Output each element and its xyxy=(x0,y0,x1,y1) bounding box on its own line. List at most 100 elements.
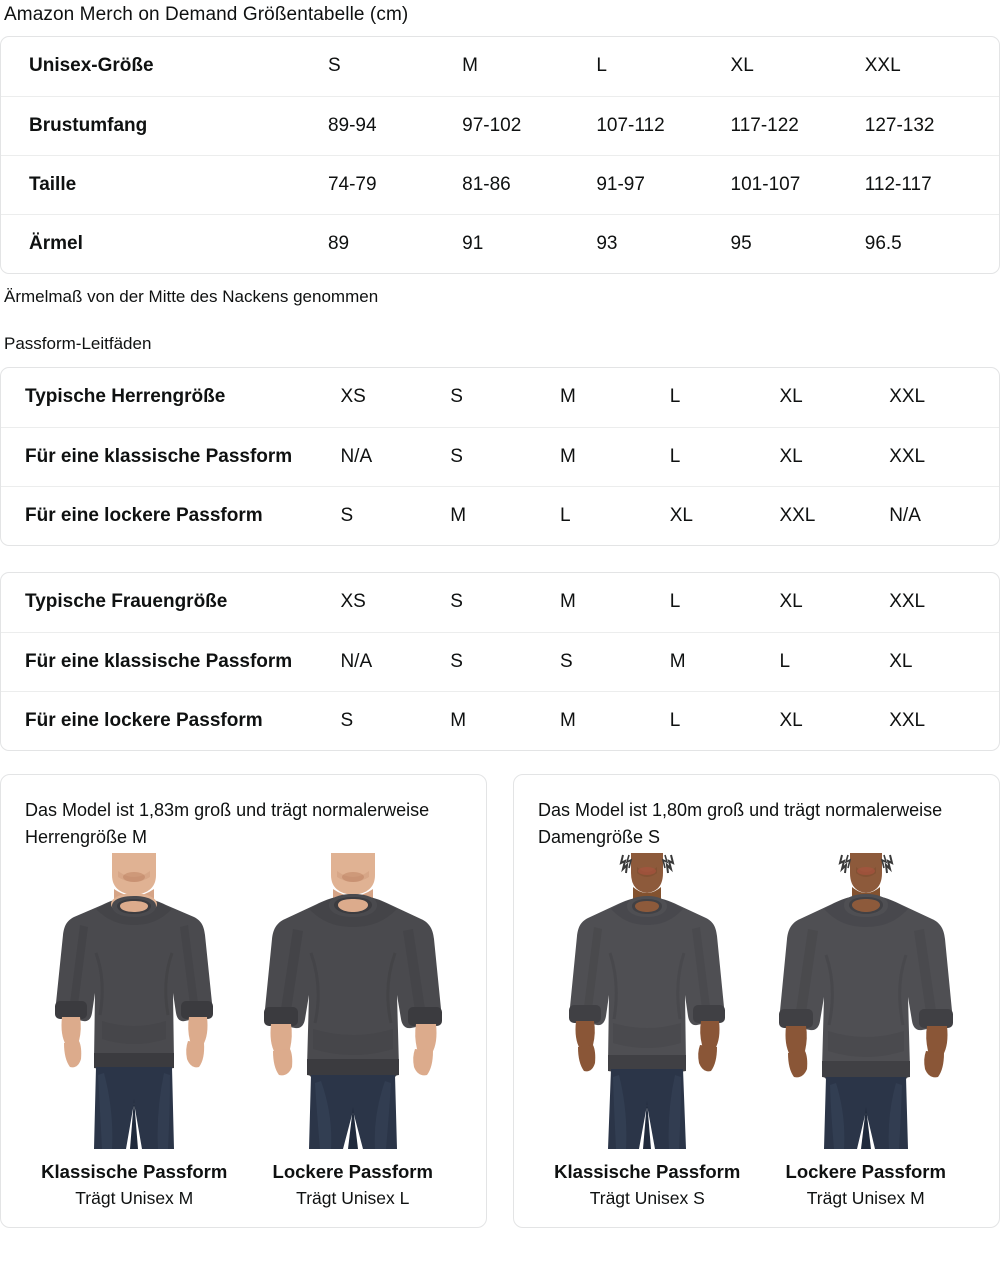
model-figures-male xyxy=(25,851,462,1149)
fit-wears-male-relaxed: Trägt Unisex L xyxy=(296,1188,410,1208)
fit-name-female-classic: Klassische Passform xyxy=(554,1161,741,1182)
page-title: Amazon Merch on Demand Größentabelle (cm… xyxy=(4,4,409,25)
female-relaxed-fit-illustration xyxy=(765,853,966,1149)
size-guide-page: Amazon Merch on Demand Größentabelle (cm… xyxy=(0,4,1000,1228)
size-chart-header-xl: XL xyxy=(730,55,754,77)
row-label-sleeve: Ärmel xyxy=(1,213,328,273)
womens-fit-table: Typische Frauengröße XS S M L XL XXL Für… xyxy=(1,573,999,750)
model-labels-male: Klassische Passform Trägt Unisex M Locke… xyxy=(25,1149,462,1211)
cell-womens-relaxed-4: L xyxy=(669,690,780,750)
fit-wears-male-classic: Trägt Unisex M xyxy=(75,1188,194,1208)
cell-waist-s: 74-79 xyxy=(327,154,463,214)
mens-fit-guide-card: Typische Herrengröße XS S M L XL XXL Für… xyxy=(0,367,1000,546)
row-label-mens-classic-fit: Für eine klassische Passform xyxy=(1,426,341,486)
size-chart-card: Unisex-Größe S M L XL XXL Brustumfang 89… xyxy=(0,36,1000,274)
cell-womens-relaxed-2: M xyxy=(450,690,560,750)
table-spacer xyxy=(0,546,1000,572)
model-caption-male: Das Model ist 1,83m groß und trägt norma… xyxy=(25,800,430,847)
model-caption-female: Das Model ist 1,80m groß und trägt norma… xyxy=(538,800,943,847)
cell-chest-l: 107-112 xyxy=(596,95,731,155)
size-chart-header-l: L xyxy=(596,55,607,77)
cell-mens-classic-2: S xyxy=(450,426,560,486)
cell-womens-classic-1: N/A xyxy=(340,631,451,691)
cell-womens-classic-4: M xyxy=(669,631,780,691)
model-labels-female: Klassische Passform Trägt Unisex S Locke… xyxy=(538,1149,975,1211)
cell-chest-m: 97-102 xyxy=(462,95,597,155)
size-chart-table: Unisex-Größe S M L XL XXL Brustumfang 89… xyxy=(1,37,999,273)
cell-womens-relaxed-6: XXL xyxy=(889,690,999,750)
fit-wears-female-relaxed: Trägt Unisex M xyxy=(806,1188,925,1208)
cell-mens-classic-3: M xyxy=(559,426,670,486)
figure-male-classic xyxy=(29,853,239,1149)
cell-chest-s: 89-94 xyxy=(327,95,463,155)
female-classic-fit-illustration xyxy=(547,853,748,1149)
cell-mens-relaxed-3: L xyxy=(559,485,670,545)
table-row: Typische Herrengröße XS S M L XL XXL xyxy=(1,368,999,427)
cell-mens-relaxed-5: XXL xyxy=(779,485,890,545)
mens-fit-body: Typische Herrengröße XS S M L XL XXL Für… xyxy=(1,368,999,545)
earring-left-icon xyxy=(619,854,633,874)
male-classic-fit-illustration xyxy=(34,853,235,1149)
cell-waist-l: 91-97 xyxy=(596,154,731,214)
size-chart-header-m: M xyxy=(462,55,478,77)
earring-right-icon xyxy=(662,854,675,874)
fit-name-male-classic: Klassische Passform xyxy=(41,1161,228,1182)
cell-mens-typical-2: S xyxy=(450,386,463,408)
cell-mens-typical-5: XL xyxy=(779,386,803,408)
cell-mens-classic-1: N/A xyxy=(340,426,451,486)
cell-mens-typical-6: XXL xyxy=(889,386,926,408)
cell-waist-xl: 101-107 xyxy=(730,154,865,214)
figure-male-relaxed xyxy=(248,853,458,1149)
cell-womens-classic-2: S xyxy=(450,631,560,691)
cell-womens-classic-6: XL xyxy=(889,631,999,691)
model-card-female: Das Model ist 1,80m groß und trägt norma… xyxy=(513,774,1000,1228)
size-chart-body: Unisex-Größe S M L XL XXL Brustumfang 89… xyxy=(1,37,999,273)
size-chart-header-s: S xyxy=(327,55,341,77)
table-row: Brustumfang 89-94 97-102 107-112 117-122… xyxy=(1,95,999,155)
cell-mens-relaxed-6: N/A xyxy=(889,485,999,545)
cell-waist-m: 81-86 xyxy=(462,154,597,214)
model-card-male: Das Model ist 1,83m groß und trägt norma… xyxy=(0,774,487,1228)
size-chart-header-label: Unisex-Größe xyxy=(29,55,154,77)
cell-womens-relaxed-1: S xyxy=(340,690,451,750)
earring-left-icon xyxy=(838,854,851,874)
table-row: Für eine lockere Passform S M L XL XXL N… xyxy=(1,485,999,545)
table-row: Typische Frauengröße XS S M L XL XXL xyxy=(1,573,999,632)
cell-sleeve-xl: 95 xyxy=(730,213,865,273)
mens-fit-table: Typische Herrengröße XS S M L XL XXL Für… xyxy=(1,368,999,545)
cell-womens-relaxed-5: XL xyxy=(779,690,890,750)
cell-mens-typical-4: L xyxy=(669,386,681,408)
cell-womens-relaxed-3: M xyxy=(559,690,670,750)
row-label-womens-classic-fit: Für eine klassische Passform xyxy=(1,631,341,691)
cell-mens-classic-5: XL xyxy=(779,426,890,486)
cell-sleeve-xxl: 96.5 xyxy=(864,213,999,273)
cell-mens-typical-3: M xyxy=(559,386,576,408)
row-label-chest: Brustumfang xyxy=(1,95,328,155)
fit-guides-title: Passform-Leitfäden xyxy=(4,334,152,353)
row-label-waist: Taille xyxy=(1,154,328,214)
cell-sleeve-s: 89 xyxy=(327,213,463,273)
figure-female-relaxed xyxy=(761,853,971,1149)
cell-mens-relaxed-4: XL xyxy=(669,485,780,545)
model-cards-row: Das Model ist 1,83m groß und trägt norma… xyxy=(0,751,1000,1228)
size-chart-header-xxl: XXL xyxy=(864,55,901,77)
row-label-womens-relaxed-fit: Für eine lockere Passform xyxy=(1,690,341,750)
male-relaxed-fit-illustration xyxy=(252,853,453,1149)
row-label-typical-mens-size: Typische Herrengröße xyxy=(25,386,226,408)
label-female-classic: Klassische Passform Trägt Unisex S xyxy=(538,1159,757,1211)
table-row: Ärmel 89 91 93 95 96.5 xyxy=(1,213,999,273)
cell-waist-xxl: 112-117 xyxy=(864,154,999,214)
label-female-relaxed: Lockere Passform Trägt Unisex M xyxy=(757,1159,976,1211)
table-row: Für eine lockere Passform S M M L XL XXL xyxy=(1,690,999,750)
row-label-typical-womens-size: Typische Frauengröße xyxy=(25,591,228,613)
cell-mens-classic-6: XXL xyxy=(889,426,999,486)
label-male-relaxed: Lockere Passform Trägt Unisex L xyxy=(244,1159,463,1211)
fit-name-male-relaxed: Lockere Passform xyxy=(272,1161,433,1182)
table-row: Taille 74-79 81-86 91-97 101-107 112-117 xyxy=(1,154,999,214)
womens-fit-guide-card: Typische Frauengröße XS S M L XL XXL Für… xyxy=(0,572,1000,751)
model-figures-female xyxy=(538,851,975,1149)
cell-womens-classic-5: L xyxy=(779,631,890,691)
cell-chest-xxl: 127-132 xyxy=(864,95,999,155)
cell-womens-typical-5: XL xyxy=(779,591,803,613)
cell-womens-typical-2: S xyxy=(450,591,463,613)
